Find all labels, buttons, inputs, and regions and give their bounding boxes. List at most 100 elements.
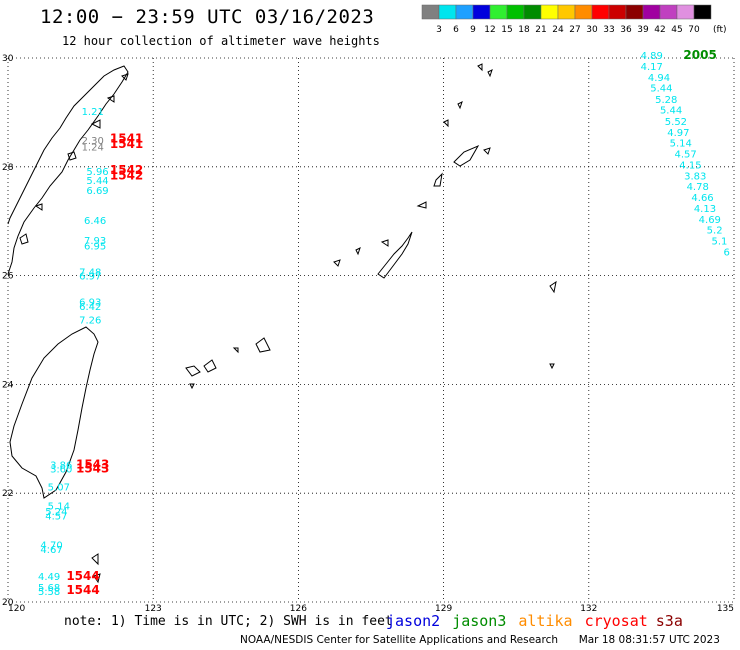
wave-height-label: 5.14 — [48, 502, 70, 513]
colorbar-tick-label: 18 — [518, 25, 530, 35]
latitude-tick-label: 28 — [2, 163, 14, 173]
colorbar-swatch — [676, 4, 695, 20]
wave-height-label: 4.67 — [40, 545, 62, 556]
wave-height-label: 3.83 — [684, 171, 706, 182]
wave-height-label: 6.46 — [84, 216, 106, 227]
wave-height-label: 6.69 — [86, 186, 108, 197]
colorbar-unit-label: (ft) — [713, 25, 727, 35]
colorbar-tick-label: 9 — [470, 25, 476, 35]
colorbar-tick-label: 24 — [552, 25, 564, 35]
wave-height-colorbar: 3 6 9 12 15 18 21 24 27 30 33 36 39 42 45 70 (ft) — [421, 4, 727, 35]
wave-height-label: 6.95 — [84, 241, 106, 252]
colorbar-tick-label: 15 — [501, 25, 512, 35]
ryukyu-islands — [333, 63, 557, 370]
colorbar-tick-label: 6 — [453, 25, 459, 35]
wave-height-label: 5.2 — [707, 226, 723, 237]
wave-height-label: 6.42 — [79, 302, 101, 313]
pass-number-label: 1541 — [110, 137, 143, 151]
colorbar-tick-label: 39 — [637, 25, 649, 35]
latitude-tick-label: 26 — [2, 272, 14, 282]
colorbar-swatch — [591, 4, 610, 20]
longitude-tick-label: 132 — [580, 604, 597, 614]
wave-height-label: 4.89 — [641, 51, 663, 62]
wave-height-label: 1.21 — [82, 107, 104, 118]
colorbar-swatch — [659, 4, 678, 20]
colorbar-tick-label: 70 — [688, 25, 700, 35]
colorbar-swatch — [574, 4, 593, 20]
wave-height-label: 5.28 — [655, 95, 677, 106]
colorbar-tick-label: 30 — [586, 25, 598, 35]
colorbar-swatch — [506, 4, 525, 20]
wave-height-label: 4.70 — [40, 541, 62, 552]
wave-height-labels: 1.212.301.245.965.446.696.467.936.957.48… — [38, 48, 730, 598]
latitude-tick-label: 30 — [2, 54, 14, 64]
colorbar-tick-label: 36 — [620, 25, 632, 35]
wave-height-label: 4.13 — [694, 204, 716, 215]
colorbar-swatch — [523, 4, 542, 20]
wave-height-label: 5.96 — [86, 167, 108, 178]
wave-height-label: 5.24 — [45, 507, 67, 518]
colorbar-tick-label: 42 — [654, 25, 665, 35]
wave-height-label: 4.57 — [45, 511, 67, 522]
wave-height-label: 7.93 — [84, 236, 106, 247]
colorbar-swatch — [625, 4, 644, 20]
wave-height-label: 4.15 — [679, 160, 701, 171]
colorbar-swatch — [693, 4, 712, 20]
wave-height-label: 1.24 — [82, 142, 104, 153]
axis-tick-labels: 120 123 126 129 132 135 30 28 26 24 22 20 — [2, 54, 734, 614]
longitude-tick-label: 129 — [435, 604, 452, 614]
satellite-legend: jason2 jason3 altika cryosat s3a — [386, 611, 683, 630]
chart-title: 12:00 − 23:59 UTC 03/16/2023 — [40, 6, 375, 28]
wave-height-label: 4.66 — [691, 193, 713, 204]
credit-text: NOAA/NESDIS Center for Satellite Applica… — [240, 634, 558, 646]
colorbar-swatch — [540, 4, 559, 20]
wave-height-label: 4.69 — [699, 215, 721, 226]
colorbar-tick-label: 45 — [671, 25, 682, 35]
lat-lon-grid — [7, 57, 735, 603]
wave-height-label: 5.58 — [38, 587, 60, 598]
wave-height-label: 2.30 — [82, 136, 104, 147]
colorbar-swatch — [472, 4, 491, 20]
longitude-tick-label: 123 — [145, 604, 162, 614]
wave-height-label: 7.48 — [79, 268, 101, 279]
wave-height-label: 4.97 — [667, 128, 689, 139]
wave-height-label: 3.86 — [50, 461, 72, 472]
generation-timestamp: Mar 18 08:31:57 UTC 2023 — [578, 634, 720, 646]
wave-height-label: 3.60 — [50, 465, 72, 476]
colorbar-tick-label: 27 — [569, 25, 580, 35]
colorbar-swatch — [421, 4, 440, 20]
pass-number-label: 1542 — [110, 163, 143, 177]
wave-height-label: 5.14 — [670, 139, 692, 150]
wave-height-label: 4.57 — [674, 150, 696, 161]
longitude-tick-label: 126 — [290, 604, 307, 614]
wave-height-label: 5.44 — [86, 176, 108, 187]
colorbar-tick-label: 3 — [436, 25, 442, 35]
colorbar-swatch — [489, 4, 508, 20]
latitude-tick-label: 24 — [2, 380, 14, 390]
wave-height-label: 5.44 — [650, 84, 672, 95]
wave-height-label: 4.78 — [687, 182, 709, 193]
wave-height-label: 5.07 — [48, 482, 70, 493]
wave-height-label: 4.17 — [641, 62, 663, 73]
pass-number-label: 1541 — [110, 131, 143, 145]
latitude-tick-label: 22 — [2, 489, 13, 499]
pass-number-label: 1544 — [66, 569, 99, 583]
pass-number-label: 1543 — [76, 462, 109, 476]
pass-number-label: 1543 — [76, 458, 109, 472]
colorbar-swatch — [455, 4, 474, 20]
latitude-tick-label: 20 — [2, 598, 14, 608]
satellite-jason3: jason3 — [452, 612, 507, 630]
wave-height-label: 5.44 — [660, 105, 682, 116]
wave-height-label: 4.94 — [648, 73, 670, 84]
longitude-tick-label: 135 — [717, 604, 734, 614]
wave-height-label: 6 — [724, 247, 730, 258]
satellite-cryosat: cryosat — [584, 612, 648, 630]
colorbar-tick-label: 33 — [603, 25, 614, 35]
wave-height-label: 7.26 — [79, 315, 101, 326]
pass-number-label: 1542 — [110, 168, 143, 182]
chart-subtitle: 12 hour collection of altimeter wave hei… — [62, 34, 380, 48]
wave-height-label: 5.68 — [38, 583, 60, 594]
pass-number-label: 1544 — [66, 583, 99, 597]
wave-height-label: 5.52 — [665, 117, 687, 128]
